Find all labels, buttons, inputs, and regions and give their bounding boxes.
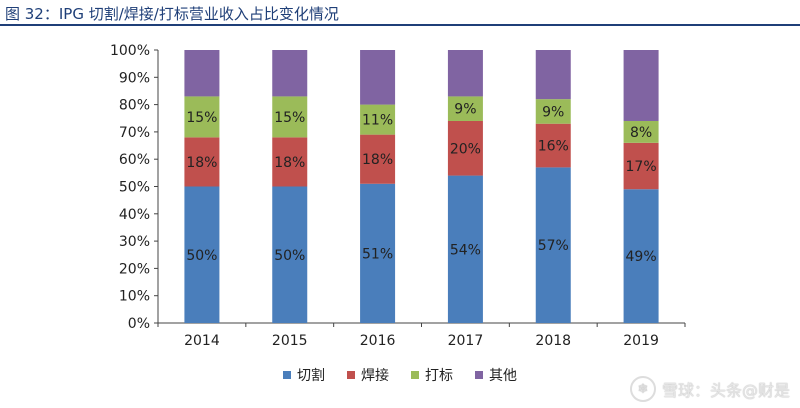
y-tick-label: 0% bbox=[128, 316, 150, 332]
y-tick-label: 90% bbox=[119, 70, 150, 86]
legend-swatch bbox=[475, 371, 483, 379]
y-tick-label: 70% bbox=[119, 125, 150, 141]
data-label: 57% bbox=[538, 238, 569, 254]
data-label: 20% bbox=[450, 141, 481, 157]
bar-segment-打标-2016 bbox=[360, 104, 396, 135]
data-label: 18% bbox=[186, 155, 217, 171]
legend-swatch bbox=[347, 371, 355, 379]
x-tick-label: 2014 bbox=[184, 333, 220, 349]
bar-segment-切割-2019 bbox=[623, 189, 659, 323]
watermark: ❄ 雪球：头条@财是 bbox=[629, 376, 790, 402]
y-tick-label: 30% bbox=[119, 234, 150, 250]
data-label: 9% bbox=[454, 102, 476, 118]
legend-item: 切割 bbox=[283, 365, 325, 385]
data-label: 18% bbox=[274, 155, 305, 171]
bar-segment-打标-2015 bbox=[272, 96, 308, 138]
data-label: 17% bbox=[626, 159, 657, 175]
y-tick-label: 100% bbox=[110, 43, 150, 59]
data-label: 15% bbox=[186, 110, 217, 126]
snowball-logo-icon: ❄ bbox=[629, 376, 656, 402]
legend: 切割 焊接 打标 其他 bbox=[0, 364, 800, 386]
legend-item: 焊接 bbox=[347, 365, 389, 385]
data-label: 49% bbox=[626, 249, 657, 265]
legend-label: 切割 bbox=[297, 368, 325, 384]
y-tick-label: 60% bbox=[119, 152, 150, 168]
bar-segment-焊接-2019 bbox=[623, 142, 659, 190]
data-label: 54% bbox=[450, 242, 481, 258]
legend-label: 打标 bbox=[425, 368, 453, 384]
bar-segment-其他-2018 bbox=[535, 50, 571, 100]
bar-segment-其他-2019 bbox=[623, 50, 659, 121]
chart-title: 图 32：IPG 切割/焊接/打标营业收入占比变化情况 bbox=[5, 5, 339, 23]
data-label: 51% bbox=[362, 246, 393, 262]
legend-swatch bbox=[411, 371, 419, 379]
bar-segment-焊接-2016 bbox=[360, 134, 396, 184]
header: 图 32：IPG 切割/焊接/打标营业收入占比变化情况 bbox=[0, 0, 800, 26]
legend-swatch bbox=[283, 371, 291, 379]
bar-segment-打标-2019 bbox=[623, 120, 659, 143]
legend-item: 其他 bbox=[475, 365, 517, 385]
x-tick-label: 2019 bbox=[623, 333, 659, 349]
header-divider bbox=[0, 24, 800, 26]
bar-segment-焊接-2017 bbox=[447, 120, 483, 176]
watermark-text: 雪球：头条@财是 bbox=[661, 381, 790, 400]
y-tick-label: 20% bbox=[119, 261, 150, 277]
legend-item: 打标 bbox=[411, 365, 453, 385]
bar-segment-切割-2017 bbox=[447, 175, 483, 323]
x-tick-label: 2017 bbox=[448, 333, 484, 349]
y-tick-label: 80% bbox=[119, 98, 150, 114]
bar-segment-切割-2016 bbox=[360, 183, 396, 323]
data-label: 9% bbox=[542, 104, 564, 120]
data-label: 11% bbox=[362, 113, 393, 129]
data-label: 15% bbox=[274, 110, 305, 126]
legend-label: 其他 bbox=[489, 368, 517, 384]
bar-segment-其他-2014 bbox=[184, 50, 220, 97]
bar-segment-焊接-2018 bbox=[535, 123, 571, 168]
bar-segment-打标-2017 bbox=[447, 96, 483, 121]
x-tick-label: 2016 bbox=[360, 333, 396, 349]
bar-segment-切割-2015 bbox=[272, 186, 308, 323]
bar-segment-打标-2014 bbox=[184, 96, 220, 138]
data-label: 8% bbox=[630, 125, 652, 141]
bar-segment-打标-2018 bbox=[535, 99, 571, 124]
y-tick-label: 40% bbox=[119, 207, 150, 223]
bar-segment-其他-2017 bbox=[447, 50, 483, 97]
data-label: 18% bbox=[362, 152, 393, 168]
data-label: 16% bbox=[538, 139, 569, 155]
y-tick-label: 10% bbox=[119, 289, 150, 305]
bar-segment-其他-2015 bbox=[272, 50, 308, 97]
bar-segment-焊接-2015 bbox=[272, 137, 308, 187]
x-tick-label: 2015 bbox=[272, 333, 308, 349]
bar-segment-切割-2018 bbox=[535, 167, 571, 323]
bar-segment-其他-2016 bbox=[360, 50, 396, 105]
y-tick-label: 50% bbox=[119, 180, 150, 196]
data-label: 50% bbox=[274, 248, 305, 264]
data-label: 50% bbox=[186, 248, 217, 264]
bar-segment-焊接-2014 bbox=[184, 137, 220, 187]
x-tick-label: 2018 bbox=[535, 333, 571, 349]
bar-segment-切割-2014 bbox=[184, 186, 220, 323]
legend-label: 焊接 bbox=[361, 368, 389, 384]
